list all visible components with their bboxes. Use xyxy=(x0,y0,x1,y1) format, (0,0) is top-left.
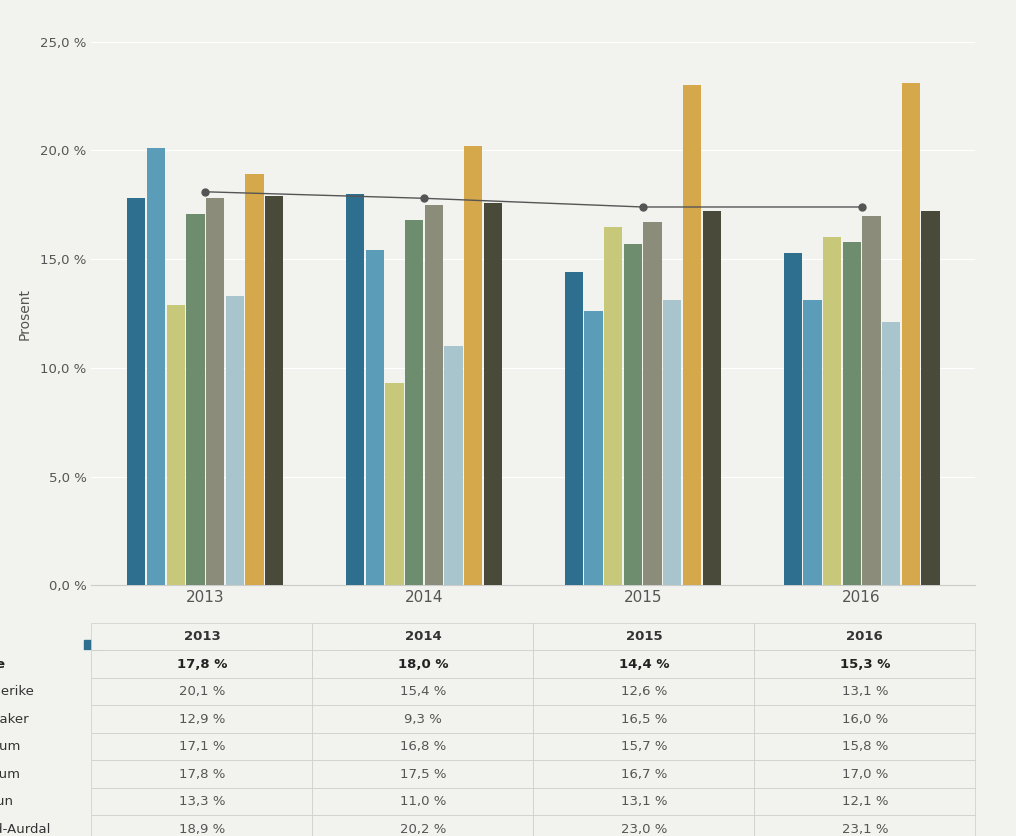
Bar xyxy=(643,222,661,585)
Bar xyxy=(127,198,145,585)
Bar xyxy=(444,346,462,585)
Bar xyxy=(206,198,225,585)
Bar xyxy=(167,305,185,585)
Bar xyxy=(842,242,861,585)
Bar xyxy=(366,251,384,585)
Bar xyxy=(147,148,166,585)
Bar xyxy=(484,202,502,585)
Bar xyxy=(624,244,642,585)
Bar xyxy=(464,146,483,585)
Bar xyxy=(425,205,443,585)
Bar xyxy=(823,237,841,585)
Bar xyxy=(265,196,283,585)
Bar xyxy=(663,300,682,585)
Bar xyxy=(901,83,919,585)
Bar xyxy=(405,220,424,585)
Bar xyxy=(584,311,602,585)
Y-axis label: Prosent: Prosent xyxy=(18,288,31,339)
Bar xyxy=(345,194,365,585)
Bar xyxy=(882,322,900,585)
Bar xyxy=(702,212,721,585)
Bar xyxy=(226,296,244,585)
Bar xyxy=(683,85,701,585)
Bar xyxy=(565,273,583,585)
Bar xyxy=(186,213,204,585)
Bar xyxy=(863,216,881,585)
Legend: Hole, Ringerike, Jevnaker, Modum, Bærum, Skaun, Nord-Aurdal, Kostragruppe 08, Hø: Hole, Ringerike, Jevnaker, Modum, Bærum,… xyxy=(79,635,688,676)
Bar xyxy=(245,175,263,585)
Bar xyxy=(804,300,822,585)
Bar xyxy=(922,212,940,585)
Bar xyxy=(605,227,623,585)
Bar xyxy=(385,383,403,585)
Bar xyxy=(783,252,802,585)
